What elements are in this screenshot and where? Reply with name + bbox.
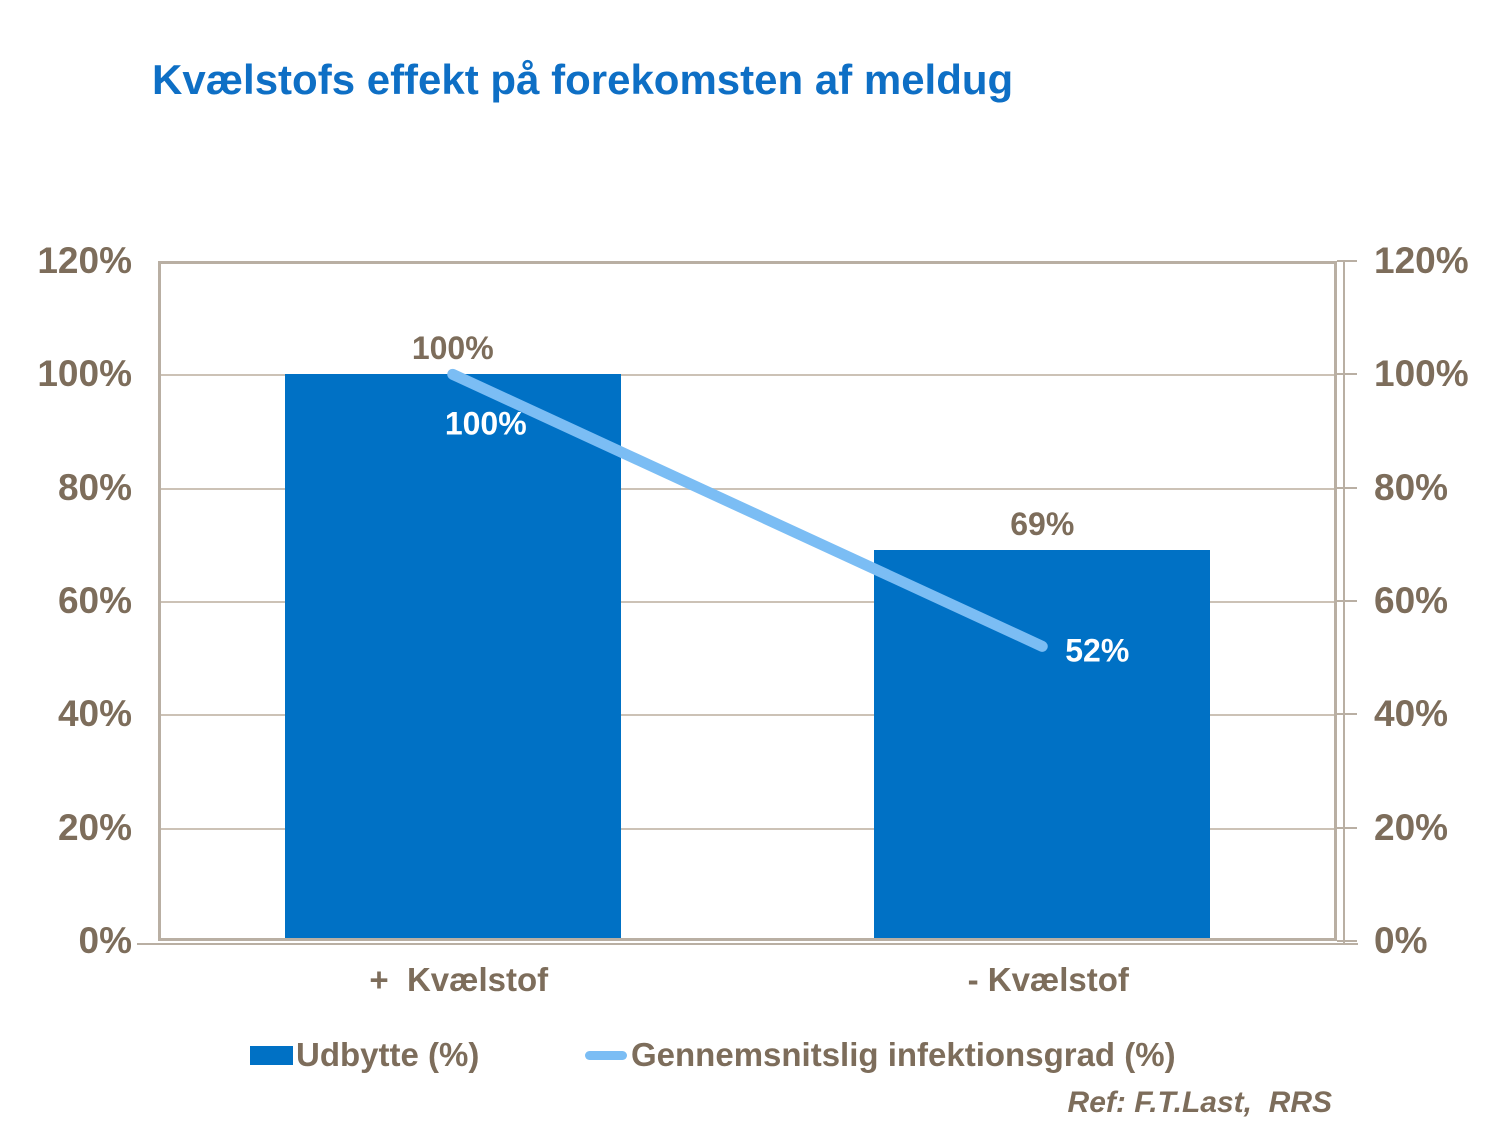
y-tick-label-left: 60%	[57, 580, 132, 621]
y-tick-label-left: 80%	[57, 466, 132, 508]
y-tick-label-left: 100%	[37, 353, 132, 395]
line-value-label: 52%	[1065, 632, 1130, 669]
bar-swatch-icon	[250, 1045, 293, 1065]
x-axis-label: - Kvælstof	[967, 961, 1129, 998]
bar-minus-kvaelstof	[874, 550, 1211, 938]
line-value-label: 100%	[444, 405, 527, 442]
bar-value-label: 100%	[411, 330, 494, 367]
right-axis-tick	[1337, 260, 1357, 262]
reference-text: Ref: F.T.Last, RRS	[1067, 1086, 1332, 1119]
legend-item-udbytte: Udbytte (%)	[250, 1032, 479, 1078]
y-tick-label-left: 120%	[37, 240, 132, 281]
x-axis-label: + Kvælstof	[369, 961, 549, 998]
right-axis-line	[1343, 261, 1345, 945]
bar-plus-kvaelstof	[284, 374, 621, 938]
y-tick-label-right: 0%	[1374, 920, 1428, 961]
right-axis-tick	[1337, 826, 1357, 829]
legend-item-infektionsgrad: Gennemsnitslig infektionsgrad (%)	[585, 1032, 1176, 1078]
gridline	[161, 714, 1334, 717]
right-axis-tick	[1337, 600, 1357, 602]
y-tick-label-left: 0%	[78, 920, 132, 961]
gridline	[161, 827, 1334, 830]
bar-value-label: 69%	[1010, 506, 1075, 542]
y-tick-label-right: 120%	[1374, 240, 1469, 281]
bottom-axis-line	[137, 943, 1358, 945]
right-axis-tick	[1337, 373, 1357, 376]
y-tick-label-left: 40%	[57, 693, 132, 735]
right-axis-tick	[1337, 486, 1357, 489]
right-axis-tick	[1337, 940, 1357, 942]
y-tick-label-right: 20%	[1374, 806, 1449, 848]
legend-label-infektionsgrad: Gennemsnitslig infektionsgrad (%)	[631, 1036, 1176, 1073]
chart-title: Kvælstofs effekt på forekomsten af meldu…	[152, 56, 1014, 103]
legend: Udbytte (%) Gennemsnitslig infektionsgra…	[0, 1032, 1500, 1078]
legend-label-udbytte: Udbytte (%)	[296, 1036, 480, 1073]
y-tick-label-right: 40%	[1374, 693, 1449, 735]
y-tick-label-right: 100%	[1374, 353, 1469, 395]
y-tick-label-right: 60%	[1374, 580, 1449, 621]
right-axis-tick	[1337, 713, 1357, 716]
y-tick-label-left: 20%	[57, 806, 132, 848]
line-swatch-icon	[585, 1050, 627, 1060]
y-tick-label-right: 80%	[1374, 466, 1449, 508]
